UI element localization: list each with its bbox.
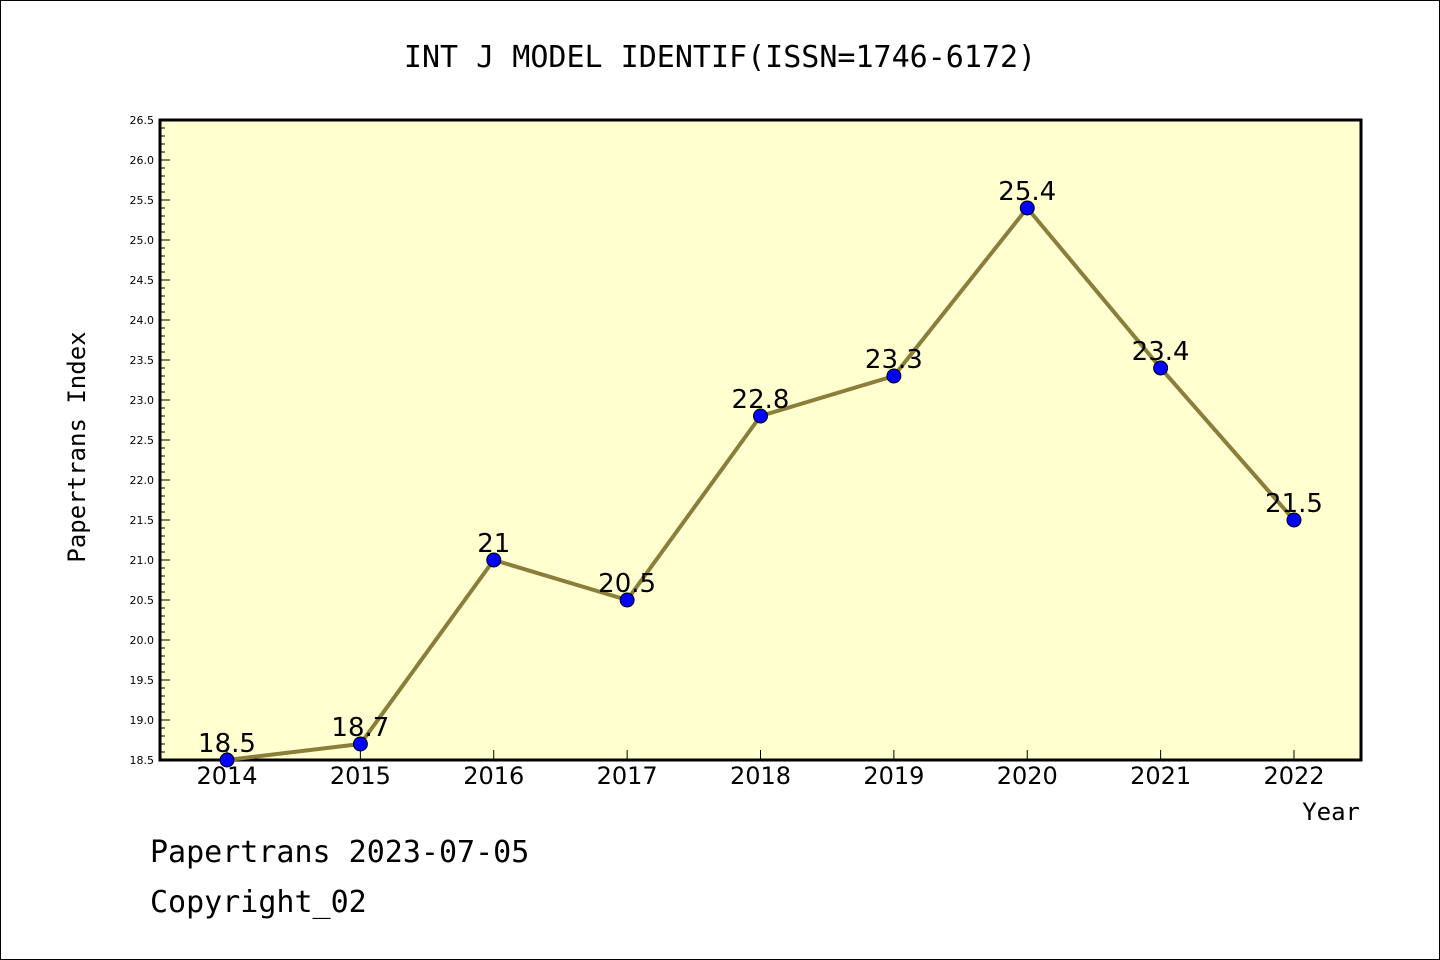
series-line-group: [219, 200, 1302, 768]
y-tick-label: 19.5: [130, 674, 155, 687]
data-label: 21.5: [1265, 489, 1323, 519]
x-tick-label: 2018: [730, 762, 791, 790]
plot-area: [158, 118, 1363, 762]
data-point: [1286, 512, 1302, 528]
x-tick-label: 2017: [597, 762, 658, 790]
data-point: [1153, 360, 1169, 376]
x-tick-label: 2015: [330, 762, 391, 790]
y-tick-label: 22.0: [130, 474, 155, 487]
x-tick-label: 2020: [997, 762, 1058, 790]
data-point: [619, 592, 635, 608]
y-tick-label: 21.5: [130, 514, 155, 527]
data-label: 20.5: [598, 569, 656, 599]
y-tick-label: 21.0: [130, 554, 155, 567]
data-point: [219, 752, 235, 768]
y-tick-label: 23.5: [130, 354, 155, 367]
y-tick-label: 26.0: [130, 154, 155, 167]
y-tick-label: 20.0: [130, 634, 155, 647]
footer-copyright: Copyright_02: [150, 885, 367, 920]
x-tick-label: 2019: [863, 762, 924, 790]
data-label: 21: [477, 529, 510, 559]
x-tick-label: 2021: [1130, 762, 1191, 790]
y-tick-label: 20.5: [130, 594, 155, 607]
data-label: 23.4: [1132, 337, 1190, 367]
data-point: [753, 408, 768, 424]
footer-date: Papertrans 2023-07-05: [150, 835, 530, 870]
data-labels: 18.5 18.7 21 20.5 22.8 23.3 25.4 23.4 21.5: [198, 177, 1323, 759]
data-label: 18.7: [331, 713, 389, 743]
data-label: 23.3: [865, 345, 923, 375]
chart-title: INT J MODEL IDENTIF(ISSN=1746-6172): [404, 40, 1036, 75]
y-tick-label: 26.5: [130, 114, 155, 127]
y-tick-label: 19.0: [130, 714, 155, 727]
y-tick-label: 25.0: [130, 234, 155, 247]
y-tick-label: 24.5: [130, 274, 155, 287]
x-axis-label: Year: [1302, 798, 1360, 826]
data-label: 18.5: [198, 729, 256, 759]
x-axis: 2014 2015 2016 2017 2018 2019 2020 2021 2022: [196, 750, 1325, 790]
y-tick-label: 25.5: [130, 194, 155, 207]
data-point: [1019, 200, 1035, 216]
y-tick-label: 24.0: [130, 314, 155, 327]
data-label: 25.4: [998, 177, 1056, 207]
y-axis: 18.5 19.0 19.5 20.0 20.5 21.0 21.5 22.0 22.5 23.0…: [130, 114, 170, 767]
data-label: 22.8: [732, 385, 790, 415]
y-tick-label: 23.0: [130, 394, 155, 407]
x-tick-label: 2016: [463, 762, 524, 790]
y-tick-label: 22.5: [130, 434, 155, 447]
y-tick-label: 18.5: [130, 754, 155, 767]
y-axis-label: Papertrans Index: [63, 331, 91, 562]
data-point: [486, 552, 502, 568]
data-point: [886, 368, 902, 384]
x-tick-label: 2022: [1263, 762, 1324, 790]
data-point: [352, 736, 368, 752]
